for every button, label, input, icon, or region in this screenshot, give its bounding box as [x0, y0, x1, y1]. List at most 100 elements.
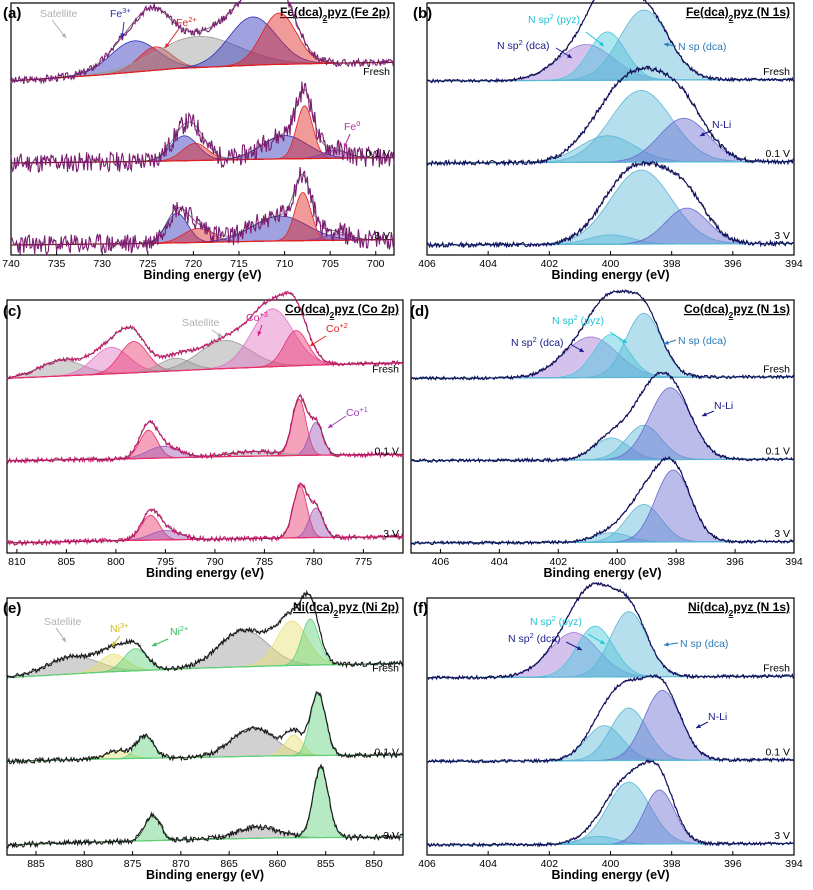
peak-annotation: Fe3+ [110, 6, 131, 21]
annotation-arrowhead [120, 33, 125, 38]
x-tick-label: 400 [602, 858, 620, 870]
fit-envelope [6, 766, 403, 846]
x-axis-label-part: Binding energy (eV) [146, 868, 264, 882]
x-tick-label: 780 [305, 556, 323, 568]
x-tick-label: 725 [139, 258, 157, 270]
plot-frame [10, 2, 395, 256]
fit-envelope [411, 458, 794, 544]
panel-label: (a) [3, 5, 21, 22]
x-tick-label: 875 [124, 858, 142, 870]
x-tick-label: 785 [256, 556, 274, 568]
peak-annotation-part: Satellite [44, 616, 82, 628]
x-tick-label-part: 404 [491, 556, 509, 568]
peak-annotation-part: 2 [552, 614, 556, 623]
spectrum-label: 0.1 V [765, 446, 790, 458]
x-tick-label: 406 [418, 258, 436, 270]
panel-title-part: 2 [729, 310, 734, 320]
peak-annotation-part: Satellite [40, 8, 78, 20]
x-tick-label-part: 730 [93, 258, 111, 270]
annotation-arrowhead [700, 132, 705, 136]
measured-spectrum [6, 763, 404, 849]
peak-annotation-part: Fe [344, 121, 356, 133]
peak-annotation-part: +1 [359, 405, 367, 414]
peak-annotation-part: 2 [574, 313, 578, 322]
peak-annotation-part: N sp [528, 14, 550, 26]
plot-frame [6, 299, 404, 554]
annotation-arrowhead [702, 412, 707, 417]
x-tick-label-part: 705 [321, 258, 339, 270]
x-tick-label-part: 396 [726, 556, 744, 568]
panel-label-part: (d) [410, 303, 429, 320]
x-tick-label: 402 [541, 258, 559, 270]
panel-title: Fe(dca)2pyz (Fe 2p) [280, 5, 390, 23]
measured-spectrum [6, 691, 404, 766]
annotation-arrowhead [664, 340, 669, 345]
x-axis-label: Binding energy (eV) [146, 868, 264, 882]
panel-d: 406 404 402 400 398 396 394 Binding energy (eV)… [410, 289, 803, 580]
x-tick-label-part: 406 [418, 258, 436, 270]
spectrum-label-part: 3 V [383, 528, 399, 540]
panel-title-part: pyz (Fe 2p) [327, 5, 390, 19]
x-axis-label: Binding energy (eV) [551, 268, 669, 282]
peak-annotation: N-Li [714, 400, 733, 412]
panel-title-part: 2 [334, 608, 339, 618]
peak-annotation-part: (pyz) [554, 14, 580, 26]
x-tick-label: 715 [230, 258, 248, 270]
spectrum-fresh: Fresh [10, 0, 395, 85]
x-tick-label: 720 [185, 258, 203, 270]
x-tick-label: 406 [418, 858, 436, 870]
x-tick-label-part: 700 [367, 258, 385, 270]
x-tick-label-part: 800 [107, 556, 125, 568]
x-tick-label-part: 404 [479, 858, 497, 870]
spectrum-fresh: Fresh [426, 0, 795, 84]
x-tick-label: 740 [2, 258, 20, 270]
peak-annotation-part: N sp [508, 633, 530, 645]
spectrum-label-part: 0.1 V [765, 148, 790, 160]
spectrum-label-part: 3 V [774, 230, 790, 242]
spectrum-label: 0.1 V [374, 446, 399, 458]
annotation-arrowhead [61, 637, 66, 642]
x-tick-label-part: 402 [541, 858, 559, 870]
peak-annotation: N-Li [712, 119, 731, 131]
peak-annotation-part: Ni [110, 623, 120, 635]
spectrum-label: Fresh [372, 663, 399, 675]
annotation-arrowhead [257, 331, 262, 336]
measured-spectrum [426, 0, 795, 84]
spectrum-0.1v: 0.1 V [10, 81, 395, 173]
annotation-arrowhead [165, 43, 170, 48]
peak-annotation: Satellite [182, 317, 220, 329]
measured-spectrum [6, 290, 404, 380]
spectrum-label: Fresh [763, 663, 790, 675]
peak-annotation: N sp (dca) [678, 41, 726, 53]
peak-annotation-part: 2+ [180, 624, 188, 633]
x-tick-label-part: 725 [139, 258, 157, 270]
x-tick-label-part: 400 [608, 556, 626, 568]
annotation-arrowhead [579, 347, 584, 352]
x-tick-label-part: 398 [663, 858, 681, 870]
x-axis-label-part: Binding energy (eV) [146, 566, 264, 580]
peak-annotation-part: 3+ [122, 6, 130, 15]
x-tick-label-part: 785 [256, 556, 274, 568]
panel-b: 406 404 402 400 398 396 394 Binding energy (eV)… [413, 0, 803, 282]
x-tick-label: 394 [785, 258, 803, 270]
x-axis-label: Binding energy (eV) [143, 268, 261, 282]
peak-annotation: Ni2+ [170, 624, 188, 639]
x-tick-label-part: 406 [418, 858, 436, 870]
x-tick-label-part: 885 [27, 858, 45, 870]
peak-annotation-part: 2 [550, 12, 554, 21]
spectrum-3v: 3 V [6, 763, 404, 849]
spectrum-label: 3 V [374, 230, 390, 242]
spectrum-0.1v: 0.1 V [410, 371, 795, 464]
x-tick-label: 870 [172, 858, 190, 870]
spectrum-label-part: Fresh [372, 663, 399, 675]
panel-title-part: pyz (Ni 2p) [338, 600, 399, 614]
peak-annotation-part: Fe [176, 17, 188, 29]
spectrum-label: Fresh [763, 66, 790, 78]
panel-title: Co(dca)2pyz (N 1s) [684, 302, 790, 320]
spectrum-label-part: 3 V [374, 230, 390, 242]
measured-spectrum [6, 589, 404, 680]
spectrum-label-part: Fresh [763, 66, 790, 78]
peak-annotation-part: N-Li [712, 119, 731, 131]
peak-annotation-part: +2 [339, 321, 347, 330]
x-tick-label: 400 [608, 556, 626, 568]
